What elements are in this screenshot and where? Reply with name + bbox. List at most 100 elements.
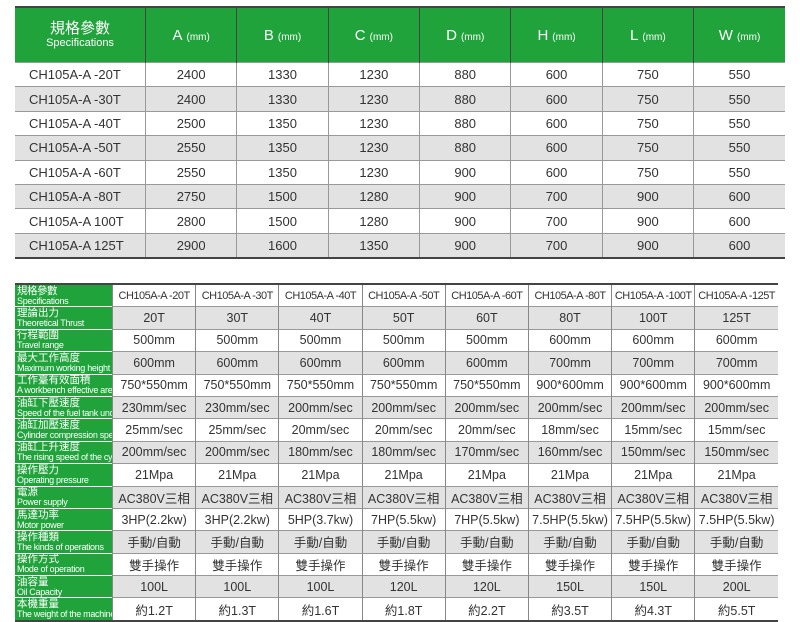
value-cell: 手動/自動 xyxy=(361,530,446,554)
value-cell: AC380V三相 xyxy=(694,485,778,509)
value-cell: 30T xyxy=(195,306,279,330)
dimension-cell: 600 xyxy=(510,135,603,161)
table-row: 理論出力 Theoretical Thrust 20T 30T 40T 50T 60T 80T… xyxy=(15,306,778,330)
model-cell: CH105A-A -60T xyxy=(444,283,529,307)
row-label-en: Theoretical Thrust xyxy=(17,318,84,329)
row-label-cn: 工作臺有效面積 xyxy=(17,374,91,387)
value-cell: 約1.3T xyxy=(195,597,279,621)
row-label-cn: 操作種類 xyxy=(17,530,59,543)
row-label-en: Speed of the fuel tank under pressure xyxy=(17,407,113,418)
value-cell: 手動/自動 xyxy=(527,530,612,554)
value-cell: 200mm/sec xyxy=(361,395,446,419)
row-label: 行程範圍 Travel range xyxy=(15,328,113,352)
value-cell: 120L xyxy=(361,575,446,598)
value-cell: 7.5HP(5.5kw) xyxy=(694,507,778,531)
column-unit: (mm) xyxy=(277,31,302,43)
value-cell: 750*550mm xyxy=(444,373,529,397)
value-cell: 200mm/sec xyxy=(111,440,196,464)
value-cell: 21Mpa xyxy=(195,463,279,487)
dimension-cell: 2500 xyxy=(144,110,237,136)
table-row: CH105A-A -60T 2550 1350 1230 900 600 750 550 xyxy=(15,159,785,185)
value-cell: AC380V三相 xyxy=(111,485,196,509)
value-cell: 5HP(3.7kw) xyxy=(278,507,363,531)
value-cell: 750*550mm xyxy=(361,373,446,397)
value-cell: 約1.8T xyxy=(361,597,446,621)
value-cell: 25mm/sec xyxy=(195,418,279,442)
dimension-cell: 1230 xyxy=(327,61,420,87)
model-cell: CH105A-A -20T xyxy=(15,61,146,87)
value-cell: 手動/自動 xyxy=(278,530,363,554)
model-cell: CH105A-A -100T xyxy=(611,283,695,307)
value-cell: 21Mpa xyxy=(111,463,196,487)
column-letter: H xyxy=(537,26,549,44)
value-cell: 500mm xyxy=(361,328,446,352)
value-cell: 雙手操作 xyxy=(611,552,695,576)
value-cell: 150mm/sec xyxy=(694,440,778,464)
table-row: CH105A-A -30T 2400 1330 1230 880 600 750 550 xyxy=(15,86,785,112)
dimension-cell: 900 xyxy=(601,208,694,234)
value-cell: 21Mpa xyxy=(278,463,363,487)
column-letter: A xyxy=(172,26,183,44)
value-cell: 125T xyxy=(694,306,778,330)
value-cell: 500mm xyxy=(444,328,529,352)
dimension-cell: 1500 xyxy=(236,208,329,234)
value-cell: 750*550mm xyxy=(111,373,196,397)
row-label: 規格參數 Specifications xyxy=(15,283,113,307)
value-cell: 手動/自動 xyxy=(694,530,778,554)
column-header-a: A (mm) xyxy=(144,7,237,63)
column-header-l: L (mm) xyxy=(601,7,694,63)
dimension-cell: 1600 xyxy=(236,232,329,259)
dimension-cell: 900 xyxy=(601,183,694,209)
dimension-cell: 550 xyxy=(693,86,785,112)
row-label-en: A workbench effective area xyxy=(17,385,113,396)
column-unit: (mm) xyxy=(186,31,210,43)
value-cell: 雙手操作 xyxy=(278,552,363,576)
row-label: 操作種類 The kinds of operations xyxy=(15,530,113,554)
value-cell: 900*600mm xyxy=(611,373,695,397)
value-cell: 900*600mm xyxy=(694,373,778,397)
row-label-cn: 油缸加壓速度 xyxy=(17,419,80,432)
value-cell: 120L xyxy=(444,575,529,598)
table-row: 規格參數 Specifications CH105A-A -20T CH105A-A … xyxy=(15,283,778,307)
value-cell: 約1.6T xyxy=(278,597,363,621)
row-label: 理論出力 Theoretical Thrust xyxy=(15,306,113,330)
dimension-cell: 550 xyxy=(693,135,785,161)
dimension-cell: 2400 xyxy=(144,61,237,87)
dimension-cell: 2400 xyxy=(144,86,237,112)
dimension-cell: 900 xyxy=(419,183,511,209)
row-label-cn: 電源 xyxy=(17,486,38,499)
value-cell: 200mm/sec xyxy=(694,395,778,419)
value-cell: 200mm/sec xyxy=(527,395,612,419)
row-label-cn: 操作壓力 xyxy=(17,463,59,476)
row-label: 操作壓力 Operating pressure xyxy=(15,463,113,487)
model-cell: CH105A-A -50T xyxy=(15,135,146,161)
model-cell: CH105A-A -30T xyxy=(15,86,146,112)
value-cell: 雙手操作 xyxy=(444,552,529,576)
value-cell: 雙手操作 xyxy=(361,552,446,576)
dimension-cell: 1350 xyxy=(236,159,329,185)
dimensions-header-row: 規格參數 Specifications A (mm) B (mm) C (mm) D (mm)… xyxy=(15,7,785,63)
value-cell: 20mm/sec xyxy=(278,418,363,442)
table-row: CH105A-A -40T 2500 1350 1230 880 600 750 550 xyxy=(15,110,785,136)
value-cell: 約1.2T xyxy=(111,597,196,621)
row-label-en: Maximum working height xyxy=(17,362,110,373)
dimension-cell: 1330 xyxy=(236,86,329,112)
dimension-cell: 600 xyxy=(693,183,785,209)
column-unit: (mm) xyxy=(552,31,576,43)
table-row: 行程範圍 Travel range 500mm 500mm 500mm 500mm 500m… xyxy=(15,328,778,352)
row-label-cn: 油缸下壓速度 xyxy=(17,396,80,409)
table-row: 電源 Power supply AC380V三相 AC380V三相 AC380V三相 AC… xyxy=(15,485,778,509)
row-label-en: Power supply xyxy=(17,497,68,508)
table-row: CH105A-A 100T 2800 1500 1280 900 700 900 600 xyxy=(15,208,785,234)
value-cell: 雙手操作 xyxy=(111,552,196,576)
value-cell: 7HP(5.5kw) xyxy=(444,507,529,531)
dimension-cell: 1350 xyxy=(327,232,420,259)
dimension-cell: 750 xyxy=(601,86,694,112)
table-row: 馬達功率 Motor power 3HP(2.2kw) 3HP(2.2kw) 5HP(3… xyxy=(15,507,778,531)
dimension-cell: 600 xyxy=(693,232,785,259)
table-row: 油容量 Oil Capacity 100L 100L 100L 120L 120L 150L 1… xyxy=(15,575,778,598)
value-cell: 700mm xyxy=(694,351,778,375)
value-cell: 21Mpa xyxy=(361,463,446,487)
